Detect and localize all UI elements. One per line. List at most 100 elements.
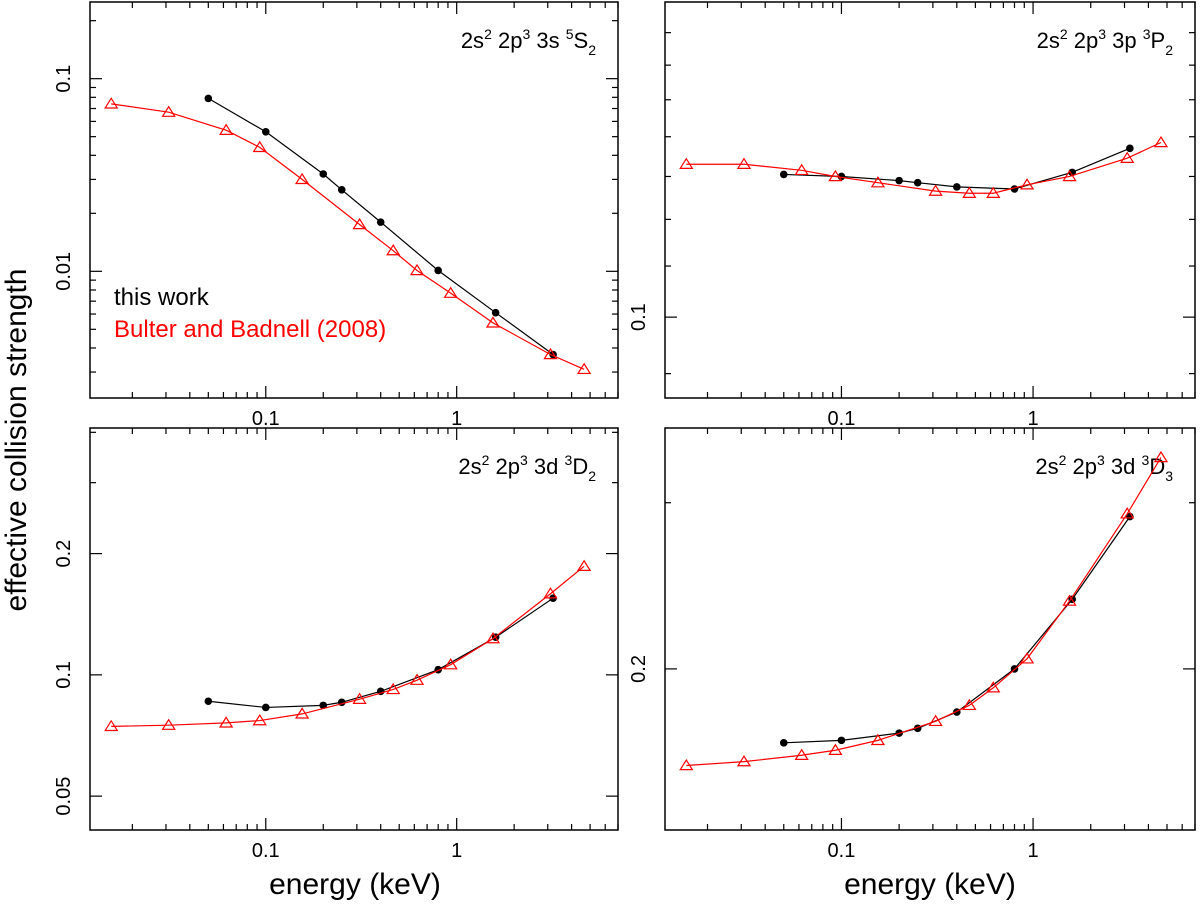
series-line [111, 565, 585, 727]
data-point [485, 316, 501, 328]
x-axis-label-right: energy (keV) [844, 868, 1016, 901]
data-point [294, 172, 310, 185]
y-tick-label: 0.2 [628, 655, 650, 683]
data-point [352, 692, 367, 704]
data-point [870, 176, 886, 188]
y-tick-label: 0.1 [53, 65, 75, 93]
data-point [779, 170, 788, 179]
x-axis-label-left: energy (keV) [269, 868, 441, 901]
panel-title: 2s2 2p3 3p 3P2 [1037, 26, 1174, 58]
data-point [828, 743, 843, 755]
data-point [319, 701, 328, 710]
data-point [337, 185, 346, 194]
plot-frame [89, 427, 619, 831]
data-point [252, 713, 267, 726]
y-tick-label: 0.05 [53, 777, 75, 816]
x-tick-label: 1 [451, 840, 462, 862]
plot-frame [89, 1, 619, 399]
data-point [386, 244, 401, 256]
series-line [686, 457, 1162, 767]
data-point [161, 105, 176, 117]
data-point [319, 170, 328, 178]
data-point [1126, 144, 1134, 153]
plot-frame [664, 427, 1196, 831]
data-point [219, 123, 234, 135]
panel-title: 2s2 2p3 3d 3D3 [1035, 452, 1173, 484]
x-tick-label: 1 [451, 408, 462, 430]
panel-title: 2s2 2p3 3d 3D2 [458, 452, 596, 484]
data-point [1068, 168, 1076, 177]
data-point [543, 347, 558, 360]
data-point [837, 736, 846, 745]
data-point [779, 739, 788, 747]
series-line [208, 97, 554, 355]
legend-entry: Bulter and Badnell (2008) [114, 316, 386, 343]
data-point [104, 97, 119, 109]
panel-2: 0.1 1 0.1 2s2 2p3 3p 3P2 [628, 1, 1196, 430]
series-this-work [779, 144, 1134, 193]
data-point [576, 559, 592, 572]
data-point [1120, 507, 1135, 519]
data-point [679, 758, 694, 771]
data-point [736, 157, 752, 169]
data-point [953, 183, 961, 191]
plot-frame [664, 1, 1196, 399]
data-point [962, 186, 977, 198]
data-point [491, 308, 500, 317]
data-point [261, 703, 270, 712]
data-point [794, 748, 809, 760]
data-point [352, 217, 367, 230]
series-bulter-badnell [104, 559, 592, 732]
x-tick-label: 0.1 [252, 840, 280, 862]
data-point [409, 263, 425, 276]
data-point [294, 707, 310, 719]
legend-entry: this work [114, 284, 210, 311]
data-point [252, 140, 267, 153]
data-point [219, 716, 234, 728]
data-point [386, 682, 401, 695]
data-point [736, 755, 752, 767]
y-tick-label: 0.01 [53, 252, 75, 291]
data-point [828, 169, 843, 182]
x-tick-label: 0.1 [828, 840, 856, 862]
data-point [1062, 594, 1077, 606]
panel-3: 0.1 1 0.05 0.1 0.2 2s2 2p3 3d 3D2 [53, 427, 619, 862]
data-point [794, 163, 809, 176]
series-bulter-badnell [104, 97, 592, 375]
data-point [1019, 652, 1035, 664]
data-point [1062, 169, 1077, 182]
data-point [204, 697, 213, 706]
data-point [104, 719, 119, 732]
data-point [485, 632, 501, 644]
data-point [204, 94, 213, 103]
data-point [1153, 450, 1169, 463]
y-tick-label: 0.1 [628, 303, 650, 331]
data-point [1019, 178, 1035, 190]
data-point [376, 218, 385, 226]
x-tick-label: 0.1 [828, 408, 856, 430]
data-point [443, 286, 458, 298]
data-point [543, 587, 558, 599]
data-point [986, 186, 1001, 198]
panel-title: 2s2 2p3 3s 5S2 [461, 26, 596, 58]
series-this-work [204, 594, 557, 712]
x-tick-label: 1 [1028, 840, 1039, 862]
data-point [962, 698, 977, 711]
series-line [783, 147, 1131, 190]
data-point [443, 658, 458, 670]
x-tick-label: 1 [1028, 408, 1039, 430]
data-point [261, 127, 270, 136]
data-point [1120, 151, 1135, 163]
y-tick-label: 0.2 [53, 540, 75, 568]
y-axis-label: effective collision strength [0, 269, 33, 612]
data-point [928, 184, 943, 196]
y-tick-label: 0.1 [53, 661, 75, 689]
data-point [986, 681, 1001, 693]
panel-4: 0.1 1 0.2 2s2 2p3 3d 3D3 [628, 427, 1196, 862]
data-point [434, 266, 442, 275]
series-line [686, 141, 1162, 194]
x-tick-label: 0.1 [252, 408, 280, 430]
series-bulter-badnell [679, 135, 1169, 198]
series-line [111, 103, 585, 370]
